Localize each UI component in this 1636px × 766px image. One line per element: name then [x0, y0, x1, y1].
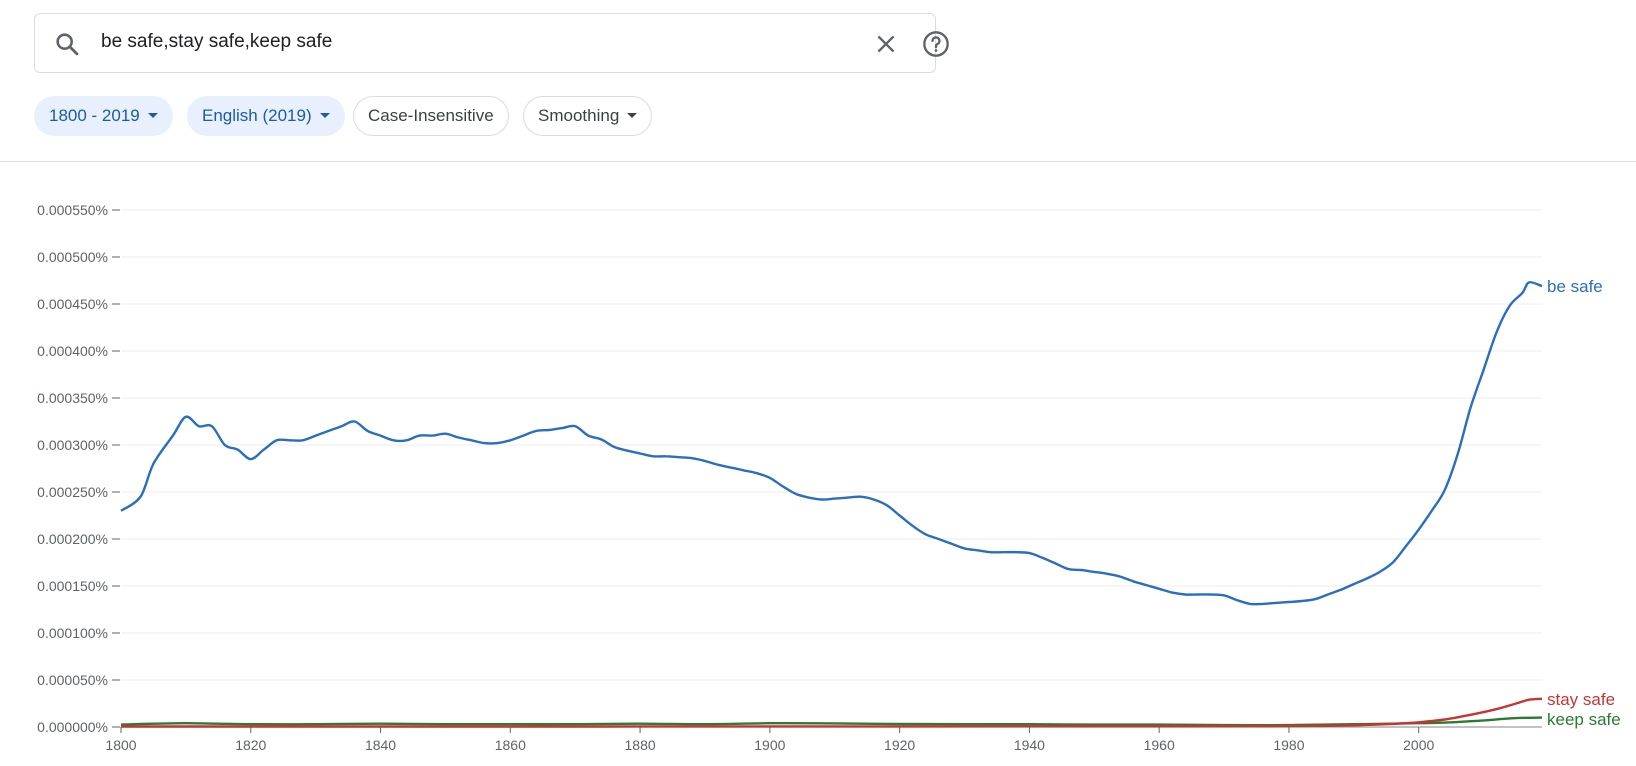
x-tick-label: 1800 — [105, 737, 136, 753]
x-tick-label: 1920 — [884, 737, 915, 753]
series-label-be-safe: be safe — [1547, 277, 1603, 296]
y-tick-label: 0.000150% — [37, 578, 108, 594]
y-tick-label: 0.000050% — [37, 672, 108, 688]
series-line-be-safe — [120, 281, 1543, 606]
corpus-label: English (2019) — [202, 106, 312, 125]
case-insensitive-toggle[interactable]: Case-Insensitive — [353, 96, 509, 136]
search-input[interactable] — [101, 31, 801, 53]
close-icon[interactable] — [873, 31, 899, 57]
x-tick-label: 1860 — [495, 737, 526, 753]
x-tick-label: 1880 — [625, 737, 656, 753]
series-line-keep-safe — [120, 716, 1543, 727]
search-bar — [34, 13, 949, 73]
search-icon[interactable] — [53, 30, 81, 58]
y-tick-label: 0.000400% — [37, 343, 108, 359]
header-divider — [0, 161, 1636, 162]
case-insensitive-label: Case-Insensitive — [368, 106, 494, 125]
y-tick-label: 0.000000% — [37, 719, 108, 735]
series-label-stay-safe: stay safe — [1547, 690, 1615, 709]
y-tick-label: 0.000250% — [37, 484, 108, 500]
year-range-dropdown[interactable]: 1800 - 2019 — [34, 96, 173, 136]
y-tick-label: 0.000300% — [37, 437, 108, 453]
y-tick-label: 0.000450% — [37, 296, 108, 312]
corpus-dropdown[interactable]: English (2019) — [187, 96, 345, 136]
year-range-label: 1800 - 2019 — [49, 106, 140, 125]
y-tick-label: 0.000100% — [37, 625, 108, 641]
series-label-keep-safe: keep safe — [1547, 710, 1621, 729]
smoothing-label: Smoothing — [538, 106, 620, 125]
y-tick-label: 0.000550% — [37, 202, 108, 218]
caret-down-icon — [319, 113, 330, 119]
y-tick-label: 0.000200% — [37, 531, 108, 547]
x-tick-label: 1840 — [365, 737, 396, 753]
y-tick-label: 0.000500% — [37, 249, 108, 265]
x-tick-label: 1820 — [235, 737, 266, 753]
caret-down-icon — [147, 113, 158, 119]
x-tick-label: 1940 — [1014, 737, 1045, 753]
series-line-stay-safe — [121, 697, 1543, 728]
x-tick-label: 1960 — [1144, 737, 1175, 753]
x-tick-label: 2000 — [1403, 737, 1434, 753]
help-circle-icon[interactable] — [922, 30, 950, 58]
smoothing-dropdown[interactable]: Smoothing — [523, 96, 653, 136]
y-tick-label: 0.000350% — [37, 390, 108, 406]
x-tick-label: 1900 — [754, 737, 785, 753]
x-tick-label: 1980 — [1273, 737, 1304, 753]
caret-down-icon — [627, 113, 638, 119]
